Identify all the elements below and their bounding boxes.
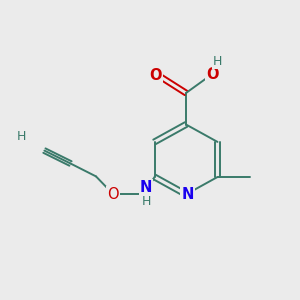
Text: O: O [149, 68, 162, 82]
Text: O: O [108, 187, 119, 202]
Text: H: H [141, 195, 151, 208]
Text: H: H [16, 130, 26, 143]
Text: H: H [212, 55, 222, 68]
Text: O: O [206, 67, 218, 82]
Text: N: N [181, 187, 194, 202]
Text: N: N [140, 180, 152, 195]
